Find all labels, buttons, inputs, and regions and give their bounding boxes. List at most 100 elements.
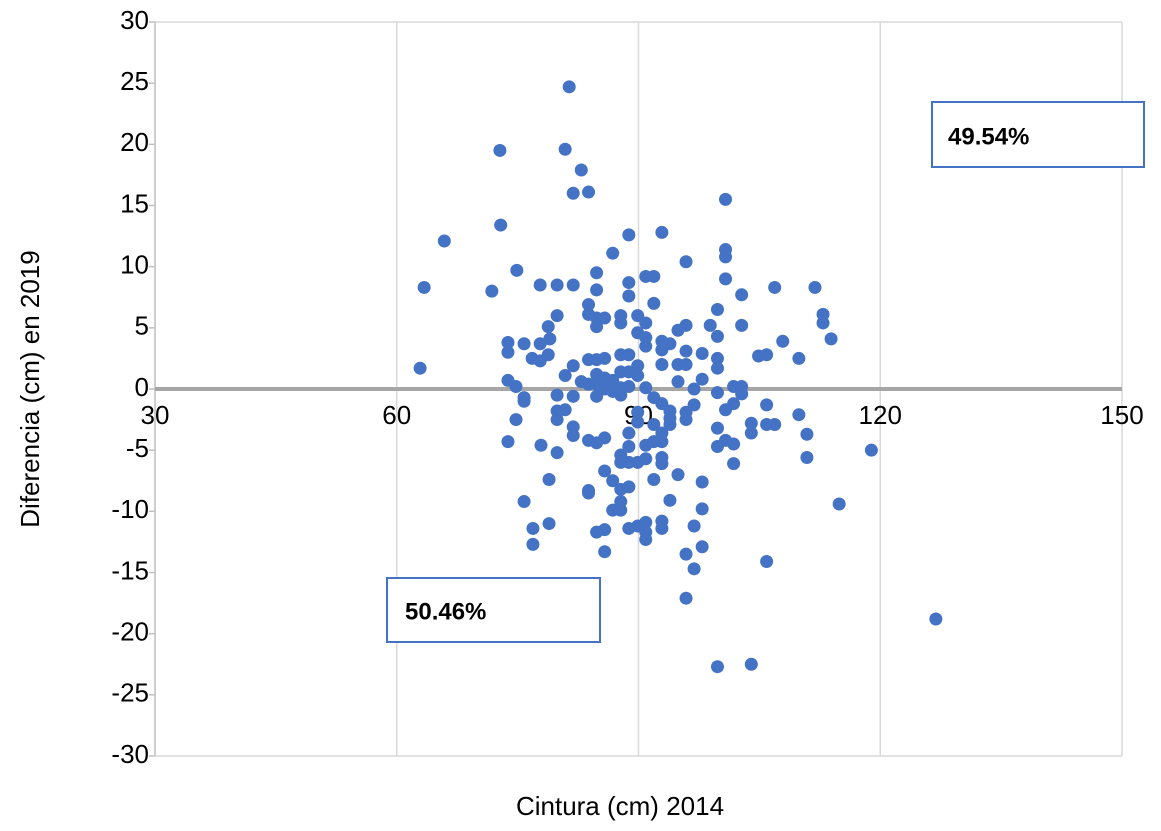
point [534,438,548,452]
annotation-box [931,101,1145,168]
point [929,612,943,626]
point [655,457,669,471]
point [526,537,540,551]
point [590,525,604,539]
point [598,311,612,325]
y-tick-label: -25 [111,678,149,708]
point [622,439,636,453]
point [744,426,758,440]
point [710,329,724,343]
point [768,280,782,294]
point [710,302,724,316]
point [719,192,733,206]
point [566,389,580,403]
point [710,660,724,674]
point [710,386,724,400]
point [719,272,733,286]
point [413,361,427,375]
point [679,358,693,372]
point [614,448,628,462]
point [663,493,677,507]
point [631,405,645,419]
point [671,375,685,389]
point [752,349,766,363]
point [663,417,677,431]
point [550,278,564,292]
point [631,359,645,373]
point [582,433,596,447]
point [566,278,580,292]
point [509,413,523,427]
point [760,554,774,568]
point [808,280,822,294]
point [622,380,636,394]
point [598,464,612,478]
point [792,351,806,365]
point [606,474,620,488]
point [562,80,576,94]
y-tick-label: -10 [111,494,149,524]
point [687,382,701,396]
point [744,416,758,430]
point [566,420,580,434]
point [590,320,604,334]
y-tick-label: 25 [120,66,149,96]
point [710,361,724,375]
point [647,473,661,487]
point [598,545,612,559]
point [501,345,515,359]
point [735,318,749,332]
point [631,415,645,429]
point [550,404,564,418]
point [622,426,636,440]
point [517,495,531,509]
point [606,246,620,260]
point [541,348,555,362]
point [639,381,653,395]
point [550,388,564,402]
point [655,426,669,440]
y-tick-label: -15 [111,555,149,585]
y-tick-label: -20 [111,617,149,647]
point [647,296,661,310]
point [687,398,701,412]
point [687,562,701,576]
point [517,394,531,408]
point [493,143,507,157]
x-tick-label: 150 [1100,400,1143,430]
point [655,521,669,535]
point [800,427,814,441]
point [541,320,555,334]
point [744,657,758,671]
point [710,421,724,435]
point [542,473,556,487]
point [582,185,596,199]
point [517,337,531,351]
point [695,347,709,361]
point [816,316,830,330]
point [760,398,774,412]
point [437,234,451,248]
point [501,435,515,449]
point [558,369,572,383]
point [485,284,499,298]
point [647,417,661,431]
y-axis-label: Diferencia (cm) en 2019 [15,250,45,527]
y-tick-label: 0 [135,372,149,402]
point [631,369,645,383]
point [824,332,838,346]
point [566,186,580,200]
point [719,403,733,417]
point [639,339,653,353]
point [639,532,653,546]
annotation: 49.54% [948,123,1029,150]
point [639,316,653,330]
y-tick-label: 30 [120,5,149,35]
point [727,457,741,471]
point [622,521,636,535]
point [719,250,733,264]
point [679,318,693,332]
point [550,446,564,460]
point [655,343,669,357]
